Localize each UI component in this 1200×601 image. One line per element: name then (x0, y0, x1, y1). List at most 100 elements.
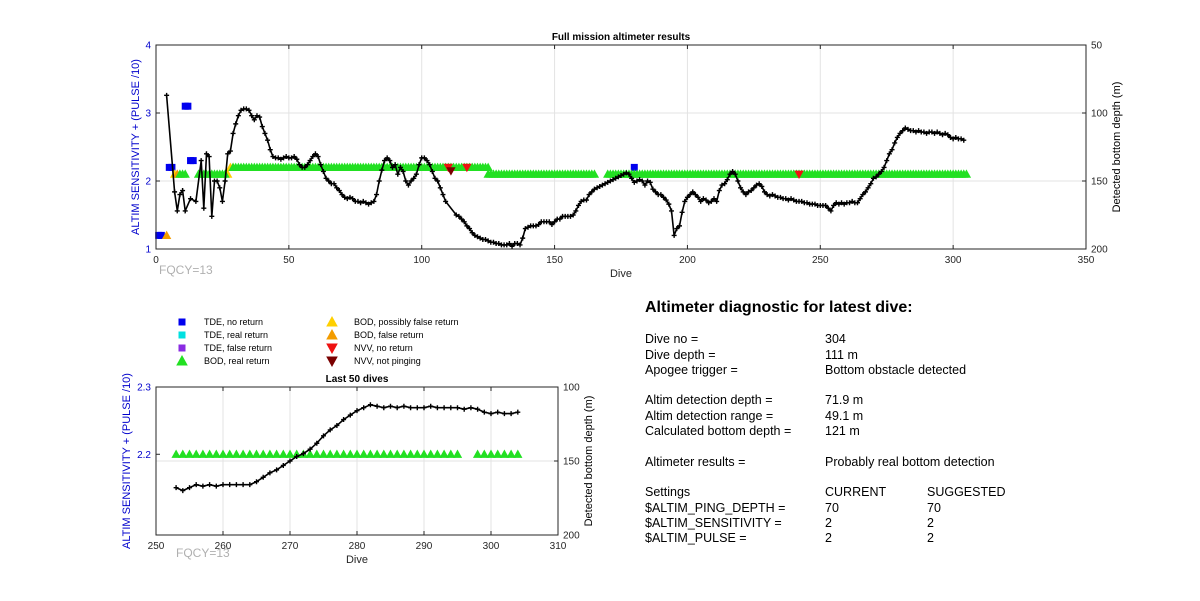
setting-name: $ALTIM_PULSE = (645, 531, 747, 546)
bottom-depth-point (804, 200, 810, 206)
bottom-depth-point (374, 192, 380, 198)
bottom-depth-point (589, 189, 595, 195)
bottom-depth-point (841, 201, 847, 207)
bottom-depth-point (400, 168, 406, 174)
bottom-depth-point (785, 197, 791, 203)
bottom-depth-point (254, 479, 259, 485)
triangle-up-marker-icon (160, 355, 204, 367)
bottom-depth-point (469, 230, 475, 236)
bottom-depth-point (730, 168, 736, 174)
legend-marker (326, 356, 338, 367)
bottom-depth-point (270, 154, 276, 160)
bottom-depth-point (225, 151, 231, 157)
bottom-depth-point (461, 406, 467, 412)
data-marker (332, 449, 342, 458)
data-marker (171, 449, 181, 458)
bottom-depth-point (219, 198, 225, 204)
bottom-depth-point (711, 196, 717, 202)
bottom-depth-point (831, 202, 837, 208)
bottom-depth-point (706, 200, 712, 206)
x-tick-label: 200 (679, 255, 696, 266)
bottom-depth-point (719, 182, 725, 188)
bottom-depth-point (615, 174, 621, 180)
bottom-depth-point (508, 411, 514, 417)
diagnostic-value: 121 m (825, 424, 860, 439)
bottom-depth-point (743, 192, 749, 198)
series-detected-bottom-depth (173, 402, 521, 494)
bottom-depth-point (929, 129, 935, 135)
bottom-depth-point (307, 158, 313, 164)
bottom-depth-point (381, 405, 387, 411)
x-tick-label: 50 (283, 255, 295, 266)
bottom-depth-point (164, 92, 170, 98)
bottom-depth-point (886, 151, 892, 157)
bottom-depth-point (934, 129, 940, 135)
bottom-depth-point (257, 114, 263, 120)
bottom-depth-point (724, 177, 730, 183)
bottom-depth-point (849, 198, 855, 204)
setting-suggested: SUGGESTED (927, 485, 1006, 500)
diagnostic-row: Altim detection depth = 71.9 m (645, 393, 1065, 408)
bottom-depth-point (676, 223, 682, 229)
bottom-depth-point (376, 178, 382, 184)
y-tick-label: 2.3 (137, 383, 151, 394)
bottom-depth-point (738, 185, 744, 191)
bottom-depth-point (515, 409, 521, 415)
bottom-depth-point (586, 192, 592, 198)
legend-label: NVV, not pinging (354, 356, 421, 366)
bottom-depth-point (262, 130, 268, 136)
bottom-depth-point (260, 474, 266, 480)
chart-title: Full mission altimeter results (552, 32, 691, 43)
bottom-depth-point (764, 192, 770, 198)
bottom-depth-point (881, 164, 887, 170)
bottom-depth-point (504, 242, 510, 248)
bottom-depth-point (302, 164, 308, 170)
bottom-depth-point (759, 183, 765, 189)
row-spacer (645, 439, 1065, 454)
legend-marker (176, 355, 188, 366)
bottom-depth-point (788, 196, 794, 202)
plot-area (156, 45, 1086, 249)
bottom-depth-point (366, 201, 372, 207)
bottom-depth-point (291, 154, 297, 160)
bottom-depth-point (708, 198, 714, 204)
bottom-depth-point (599, 182, 605, 188)
data-marker (265, 449, 275, 458)
legend-label: TDE, no return (204, 317, 264, 327)
bottom-depth-point (868, 181, 874, 187)
bottom-depth-point (703, 197, 709, 203)
bottom-depth-point (714, 198, 720, 204)
data-marker (305, 449, 315, 458)
bottom-depth-point (334, 185, 340, 191)
setting-suggested: 70 (927, 500, 941, 515)
bottom-depth-point (459, 216, 465, 222)
bottom-depth-point (180, 188, 186, 194)
bottom-depth-point (222, 178, 228, 184)
bottom-depth-point (684, 194, 690, 200)
settings-row: $ALTIM_SENSITIVITY = 2 2 (645, 516, 1065, 531)
bottom-depth-point (647, 179, 653, 185)
legend-marker (178, 344, 186, 352)
bottom-depth-point (748, 188, 754, 194)
bottom-depth-point (382, 158, 388, 164)
square-marker-icon (160, 329, 204, 341)
legend-marker (178, 331, 186, 339)
bottom-depth-point (932, 130, 938, 136)
bottom-depth-point (823, 202, 829, 208)
x-tick-label: 300 (483, 541, 500, 552)
bottom-depth-point (552, 219, 558, 225)
bottom-depth-point (259, 124, 265, 130)
bottom-depth-point (217, 185, 223, 191)
bottom-depth-point (429, 168, 435, 174)
bottom-depth-point (690, 189, 696, 195)
y-tick-label: 2.2 (137, 450, 151, 461)
bottom-depth-point (913, 129, 919, 135)
bottom-depth-point (318, 162, 324, 168)
bottom-depth-point (416, 162, 422, 168)
data-marker (318, 449, 329, 458)
x-tick-label: 0 (153, 255, 159, 266)
y-tick-label: 4 (145, 41, 151, 52)
bottom-depth-point (296, 162, 302, 168)
diagnostic-value: Bottom obstacle detected (825, 362, 967, 377)
